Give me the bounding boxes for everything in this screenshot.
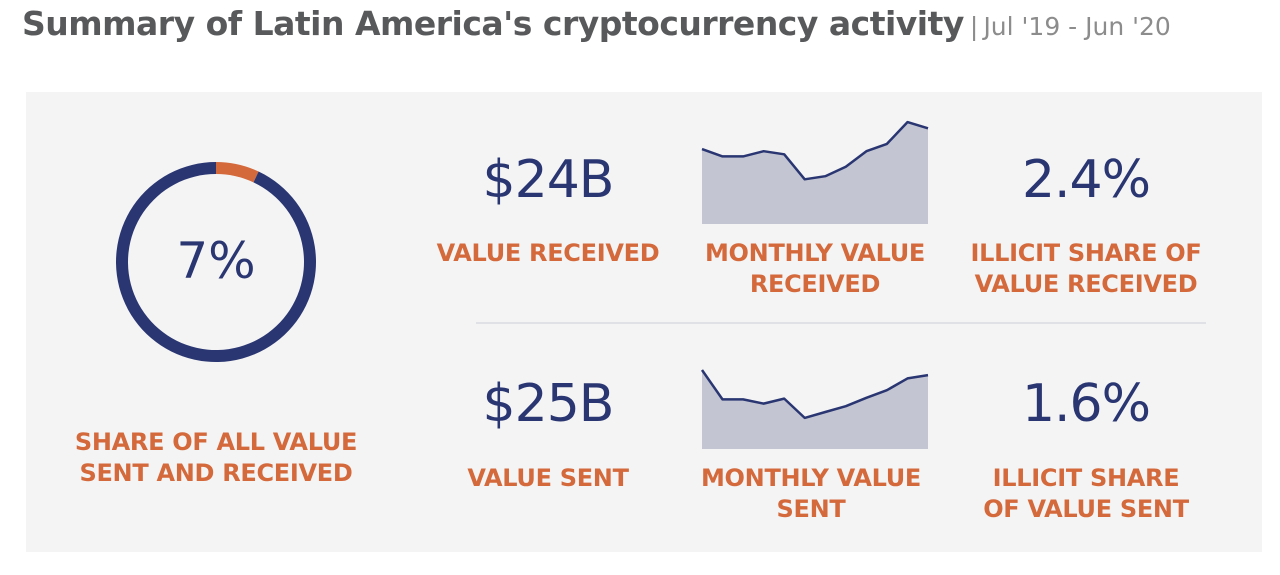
- sparkline-sent-label-line2: SENT: [776, 495, 846, 523]
- chart-period: Jul '19 - Jun '20: [983, 12, 1171, 41]
- share-label: SHARE OF ALL VALUE SENT AND RECEIVED: [66, 427, 366, 489]
- sparkline-sent-label-line1: MONTHLY VALUE: [700, 464, 922, 492]
- illicit-sent: 1.6%: [1021, 374, 1151, 434]
- illicit-sent-label: ILLICIT SHARE OF VALUE SENT: [946, 463, 1226, 525]
- illicit-sent-label-line2: OF VALUE SENT: [983, 495, 1189, 523]
- sparkline-sent-svg: [700, 369, 929, 449]
- sparkline-received-label-line2: RECEIVED: [749, 270, 881, 298]
- sparkline-sent-area: [702, 370, 928, 449]
- sparkline-sent: [700, 365, 929, 449]
- illicit-received: 2.4%: [1021, 150, 1151, 210]
- row-divider: [476, 322, 1206, 324]
- sparkline-sent-label: MONTHLY VALUE SENT: [676, 463, 946, 525]
- sparkline-sent-line: [700, 369, 929, 420]
- value-sent-label: VALUE SENT: [467, 464, 629, 492]
- share-value: 7%: [176, 232, 256, 290]
- donut-slice-latin-america: [216, 162, 259, 183]
- value-sent: $25B: [482, 374, 615, 434]
- title-separator: |: [969, 12, 979, 41]
- sparkline-received-line: [701, 120, 929, 181]
- share-label-line1: SHARE OF ALL VALUE: [74, 428, 358, 456]
- sparkline-received-svg: [701, 120, 929, 224]
- sparkline-received-label-line1: MONTHLY VALUE: [704, 239, 926, 267]
- chart-title: Summary of Latin America's cryptocurrenc…: [22, 4, 964, 43]
- illicit-received-label-line2: VALUE RECEIVED: [974, 270, 1198, 298]
- illicit-received-label-line1: ILLICIT SHARE OF: [970, 239, 1202, 267]
- illicit-received-label: ILLICIT SHARE OF VALUE RECEIVED: [946, 238, 1226, 300]
- illicit-sent-label-line1: ILLICIT SHARE: [992, 464, 1180, 492]
- share-label-line2: SENT AND RECEIVED: [79, 459, 353, 487]
- sparkline-received-label: MONTHLY VALUE RECEIVED: [680, 238, 950, 300]
- sparkline-received: [701, 120, 929, 224]
- share-donut: [106, 152, 326, 372]
- value-received: $24B: [482, 150, 615, 210]
- chart-title-row: Summary of Latin America's cryptocurrenc…: [22, 4, 1171, 43]
- share-donut-svg: [115, 162, 317, 362]
- sparkline-received-area: [702, 122, 928, 224]
- value-received-label: VALUE RECEIVED: [436, 239, 660, 267]
